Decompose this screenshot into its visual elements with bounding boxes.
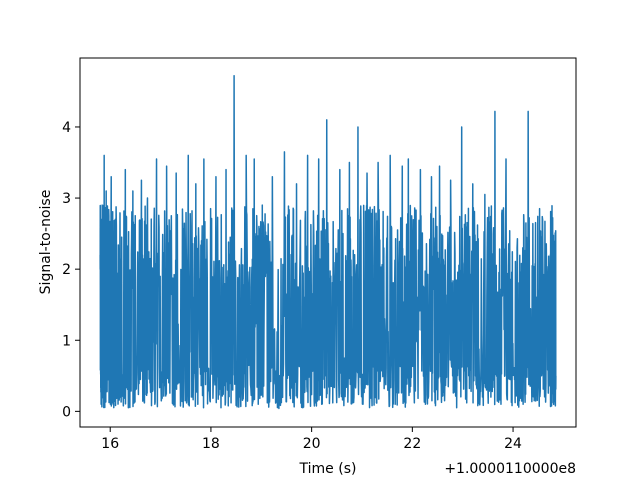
x-tick-label: 16 bbox=[101, 436, 119, 452]
x-tick-label: 22 bbox=[403, 436, 421, 452]
x-axis-ticks: 16 18 20 22 24 bbox=[101, 427, 522, 452]
y-tick-label: 2 bbox=[62, 262, 71, 278]
y-axis-label: Signal-to-noise bbox=[38, 190, 54, 295]
y-tick-label: 1 bbox=[62, 333, 71, 349]
plot-frame bbox=[79, 57, 577, 428]
series-layer bbox=[99, 75, 557, 410]
y-tick-label: 3 bbox=[62, 191, 71, 207]
x-axis-label: Time (s) bbox=[299, 461, 357, 477]
x-tick-label: 20 bbox=[303, 436, 321, 452]
signal-to-noise-series-line bbox=[99, 75, 557, 410]
y-tick-label: 4 bbox=[62, 120, 71, 136]
x-tick-label: 18 bbox=[202, 436, 220, 452]
x-tick-label: 24 bbox=[504, 436, 522, 452]
y-tick-label: 0 bbox=[62, 404, 71, 420]
x-axis-offset-text: +1.0000110000e8 bbox=[444, 461, 576, 477]
y-axis-ticks: 0 1 2 3 4 bbox=[62, 120, 80, 420]
